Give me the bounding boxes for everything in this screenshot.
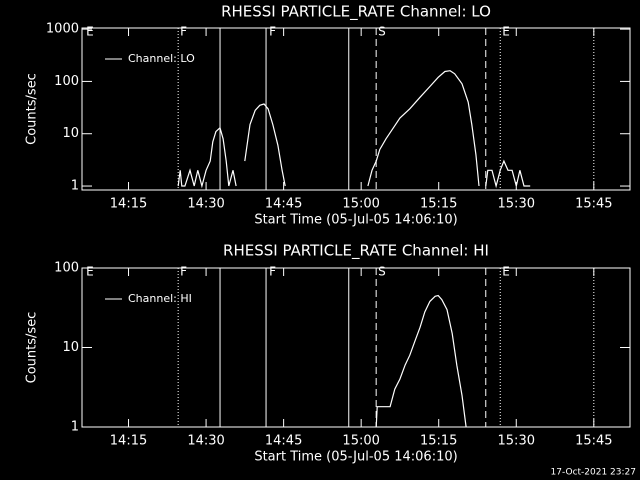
x-tick-label: 15:15	[420, 434, 457, 449]
y-axis-title: Counts/sec	[25, 312, 40, 384]
marker-label: F	[180, 25, 187, 39]
marker-label: E	[86, 265, 94, 279]
legend-label: Channel: LO	[128, 52, 195, 65]
x-axis-title: Start Time (05-Jul-05 14:06:10)	[254, 450, 457, 465]
footer: 17-Oct-2021 23:27	[551, 468, 636, 478]
x-tick-label: 15:45	[575, 434, 612, 449]
marker-label: S	[378, 25, 386, 39]
y-tick-label: 100	[54, 261, 79, 276]
x-tick-label: 15:00	[342, 197, 379, 212]
series-line	[177, 70, 531, 189]
x-tick-label: 15:30	[498, 197, 535, 212]
marker-label: F	[180, 265, 187, 279]
marker-label: F	[269, 265, 276, 279]
y-tick-label: 100	[54, 74, 79, 89]
y-axis-title: Counts/sec	[25, 73, 40, 145]
x-tick-label: 14:45	[265, 197, 302, 212]
x-tick-label: 15:15	[420, 197, 457, 212]
x-tick-label: 14:30	[187, 434, 224, 449]
x-tick-label: 15:00	[342, 434, 379, 449]
marker-label: E	[86, 25, 94, 39]
marker-label: E	[502, 265, 510, 279]
y-tick-label: 10	[62, 126, 79, 141]
x-tick-label: 15:30	[498, 434, 535, 449]
y-tick-label: 1	[71, 420, 79, 435]
marker-label: F	[269, 25, 276, 39]
x-tick-label: 15:45	[575, 197, 612, 212]
x-tick-label: 14:30	[187, 197, 224, 212]
y-tick-label: 1	[71, 179, 79, 194]
legend-label: Channel: HI	[128, 292, 192, 305]
series-line	[375, 294, 467, 428]
y-tick-label: 10	[62, 340, 79, 355]
x-tick-label: 14:45	[265, 434, 302, 449]
marker-label: E	[502, 25, 510, 39]
x-tick-label: 14:15	[110, 434, 147, 449]
plot-frame	[81, 27, 631, 191]
x-tick-label: 14:15	[110, 197, 147, 212]
x-axis-title: Start Time (05-Jul-05 14:06:10)	[254, 213, 457, 228]
chart-title: RHESSI PARTICLE_RATE Channel: HI	[223, 242, 489, 261]
marker-label: S	[378, 265, 386, 279]
chart-title: RHESSI PARTICLE_RATE Channel: LO	[221, 3, 491, 22]
y-tick-label: 1000	[46, 22, 79, 37]
